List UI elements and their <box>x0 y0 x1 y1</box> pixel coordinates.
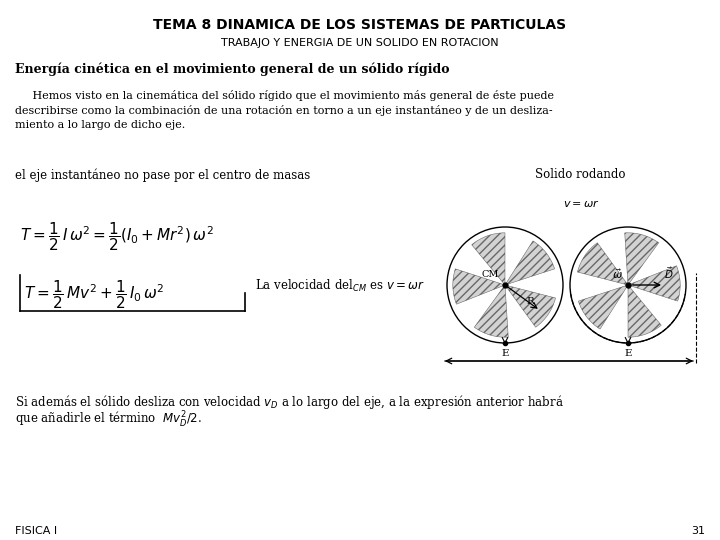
Text: E: E <box>624 349 631 358</box>
Text: TEMA 8 DINAMICA DE LOS SISTEMAS DE PARTICULAS: TEMA 8 DINAMICA DE LOS SISTEMAS DE PARTI… <box>153 18 567 32</box>
Text: el eje instantáneo no pase por el centro de masas: el eje instantáneo no pase por el centro… <box>15 168 310 181</box>
Wedge shape <box>577 243 628 285</box>
Text: CM: CM <box>482 270 499 279</box>
Text: 31: 31 <box>691 526 705 536</box>
Text: $v = \omega r$: $v = \omega r$ <box>563 198 600 209</box>
Wedge shape <box>505 285 556 327</box>
Wedge shape <box>628 266 680 301</box>
Text: miento a lo largo de dicho eje.: miento a lo largo de dicho eje. <box>15 120 185 130</box>
Wedge shape <box>628 285 661 337</box>
Text: La velocidad del$_{CM}$ es $v = \omega r$: La velocidad del$_{CM}$ es $v = \omega r… <box>255 278 425 294</box>
Text: Energía cinética en el movimiento general de un sólido rígido: Energía cinética en el movimiento genera… <box>15 62 449 76</box>
Wedge shape <box>472 233 505 285</box>
Text: $\vec{\omega}$: $\vec{\omega}$ <box>612 267 623 281</box>
Text: $T = \dfrac{1}{2}\,I\,\omega^2 = \dfrac{1}{2}(I_0 + Mr^2)\,\omega^2$: $T = \dfrac{1}{2}\,I\,\omega^2 = \dfrac{… <box>20 220 214 253</box>
Wedge shape <box>474 285 508 337</box>
Text: R: R <box>527 296 534 306</box>
Wedge shape <box>505 241 554 285</box>
Text: Hemos visto en la cinemática del sólido rígido que el movimiento más general de : Hemos visto en la cinemática del sólido … <box>15 90 554 101</box>
Text: $\vec{D}$: $\vec{D}$ <box>664 266 674 281</box>
Wedge shape <box>453 269 505 304</box>
Text: FISICA I: FISICA I <box>15 526 57 536</box>
Wedge shape <box>625 233 659 285</box>
Text: $T = \dfrac{1}{2}\,Mv^2 + \dfrac{1}{2}\,I_0\,\omega^2$: $T = \dfrac{1}{2}\,Mv^2 + \dfrac{1}{2}\,… <box>24 278 164 311</box>
Text: E: E <box>501 349 509 358</box>
Text: Solido rodando: Solido rodando <box>535 168 625 181</box>
Text: describirse como la combinación de una rotación en torno a un eje instantáneo y : describirse como la combinación de una r… <box>15 105 553 116</box>
Text: Si además el sólido desliza con velocidad $v_D$ a lo largo del eje, a la expresi: Si además el sólido desliza con velocida… <box>15 393 564 411</box>
Text: TRABAJO Y ENERGIA DE UN SOLIDO EN ROTACION: TRABAJO Y ENERGIA DE UN SOLIDO EN ROTACI… <box>221 38 499 48</box>
Text: que añadirle el término  $Mv_D^2/2$.: que añadirle el término $Mv_D^2/2$. <box>15 410 202 430</box>
Wedge shape <box>578 285 628 329</box>
